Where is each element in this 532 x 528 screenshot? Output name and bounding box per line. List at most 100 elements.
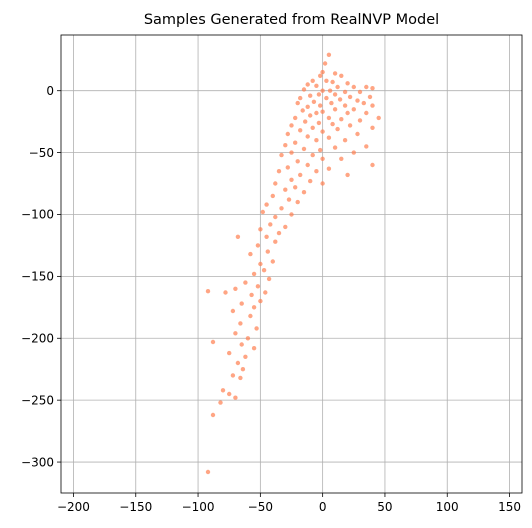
x-axis: −200 −150 −100 −50 0 50 100 150 [57,493,521,514]
scatter-point [314,138,319,143]
chart-title: Samples Generated from RealNVP Model [144,12,439,28]
scatter-point [251,305,257,310]
scatter-point [245,336,251,341]
y-tick-label: −150 [21,270,54,284]
scatter-point [233,331,238,336]
scatter-point [273,214,278,220]
scatter-point [289,123,294,128]
scatter-point [264,234,269,239]
scatter-point [370,125,375,130]
scatter-point [305,162,310,168]
scatter-point [364,144,369,149]
scatter-point [320,109,325,114]
scatter-point [285,131,290,137]
scatter-point [265,249,270,254]
y-axis: 0 −50 −100 −150 −200 −250 −300 [21,84,61,469]
scatter-point [251,346,257,351]
scatter-point [238,321,243,326]
axes-frame [60,34,523,494]
scatter-point [339,156,344,161]
scatter-point [301,146,307,152]
scatter-point [318,73,323,79]
scatter-point [233,286,238,291]
scatter-point [289,177,294,182]
scatter-point [335,126,340,132]
scatter-point [314,83,319,89]
scatter-point [327,88,333,93]
scatter-point [364,110,369,116]
scatter-point [273,239,278,244]
scatter-point [210,412,216,418]
y-tick-label: −300 [21,455,54,469]
scatter-point [332,71,338,76]
scatter-point [235,234,241,239]
scatter-point [205,469,211,475]
scatter-point [248,251,253,257]
y-tick-label: −200 [21,331,54,345]
scatter-point [345,110,350,116]
scatter-point [305,134,310,139]
scatter-point [227,350,232,356]
scatter-point [320,181,325,186]
scatter-point [345,81,350,86]
scatter-point [332,92,338,97]
scatter-point [370,86,375,91]
scatter-point [258,298,263,304]
scatter-point [298,95,303,101]
scatter-point [235,360,241,366]
scatter-point [300,108,305,113]
scatter-point [230,373,236,378]
scatter-point [268,222,273,227]
scatter-point [218,400,223,405]
scatter-point [260,209,265,215]
scatter-point [316,92,322,97]
scatter-point [326,115,332,121]
scatter-point [320,88,325,93]
scatter-point [355,98,360,103]
scatter-point [329,100,334,106]
scatter-point [347,94,353,100]
scatter-point [266,276,272,282]
scatter-point [322,61,328,66]
scatter-point [258,261,263,267]
scatter-point [303,119,308,124]
scatter-point [310,152,315,158]
scatter-point [339,117,344,122]
scatter-point [279,206,284,211]
scatter-point [316,120,322,126]
scatter-point [243,280,248,285]
scatter-point [342,89,348,95]
scatter-point [367,94,373,100]
scatter-point [261,268,267,273]
scatter-point [276,230,282,236]
scatter-point [289,150,294,155]
y-tick-label: −100 [21,208,54,222]
scatter-point [239,301,244,306]
x-tick-label: −200 [57,500,90,514]
scatter-point [295,100,300,106]
scatter-point [308,93,313,98]
scatter-point [364,84,369,90]
scatter-point [326,52,332,57]
scatter-point [314,110,319,116]
scatter-point [351,84,356,90]
scatter-point [298,172,303,178]
scatter-point [320,129,325,134]
scatter-point [357,89,363,95]
y-tick-label: 0 [46,84,54,98]
x-tick-label: −150 [119,500,152,514]
scatter-point [320,156,325,161]
scatter-point [318,103,323,108]
scatter-point [205,289,211,294]
y-tick-label: −50 [29,146,54,160]
scatter-point [330,79,335,85]
scatter-point [223,290,228,295]
scatter-point [308,178,313,184]
scatter-point [273,181,278,186]
scatter-point [295,159,300,164]
scatter-point [270,193,275,199]
scatter-point [258,227,263,232]
scatter-point [264,202,269,207]
scatter-point [283,187,288,192]
